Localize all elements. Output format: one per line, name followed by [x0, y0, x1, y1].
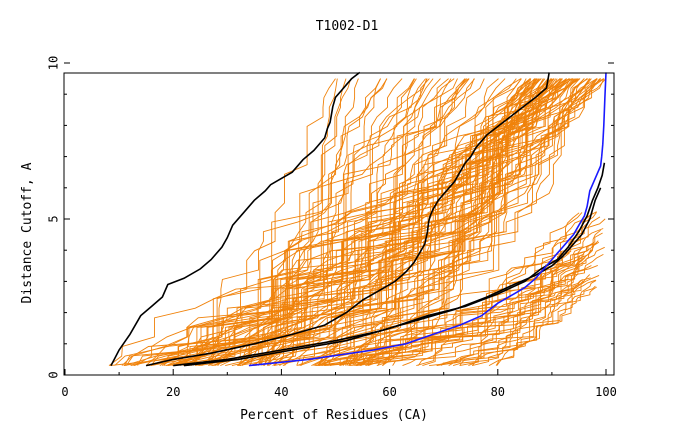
- model-curve: [459, 256, 581, 367]
- model-curve: [348, 218, 606, 366]
- model-curve: [150, 78, 426, 367]
- model-curve: [392, 232, 603, 366]
- model-blue-line: [248, 72, 607, 367]
- model-curve: [402, 274, 600, 367]
- model-curve: [359, 253, 585, 366]
- model-curve: [268, 78, 347, 366]
- model-curve: [441, 285, 596, 366]
- model-curve: [348, 78, 590, 366]
- model-curve: [323, 264, 598, 367]
- model-curve: [237, 78, 567, 366]
- model-curve: [346, 78, 585, 366]
- model-curve: [436, 256, 586, 367]
- y-tick-label: 10: [47, 56, 61, 70]
- model-curve: [165, 78, 415, 367]
- model-curve: [125, 78, 555, 366]
- model-curve: [342, 78, 598, 366]
- model-curve: [214, 78, 537, 366]
- y-tick-labels: 0 5 10: [47, 56, 61, 379]
- model-curve: [299, 78, 563, 367]
- model-curve: [162, 78, 403, 366]
- model-black-1-line: [110, 71, 361, 366]
- model-curve: [284, 78, 428, 366]
- model-curve: [365, 246, 605, 367]
- x-tick-label: 20: [166, 385, 180, 399]
- model-curve: [488, 218, 590, 366]
- model-curve: [173, 78, 573, 367]
- x-axis-label: Percent of Residues (CA): [240, 408, 428, 423]
- y-axis-label: Distance Cutoff, A: [20, 162, 35, 303]
- x-tick-label: 40: [274, 385, 288, 399]
- model-black-3-line: [173, 187, 602, 367]
- model-curve: [472, 240, 599, 367]
- model-curve: [212, 78, 430, 367]
- model-curve: [159, 78, 336, 366]
- plot-frame: [63, 72, 615, 376]
- model-curve: [353, 78, 576, 366]
- model-curve: [311, 78, 558, 367]
- x-tick-labels: 0 20 40 60 80 100: [61, 385, 616, 399]
- model-curve: [349, 279, 596, 367]
- model-curve: [321, 78, 590, 366]
- model-curve: [496, 249, 592, 366]
- model-curve: [359, 78, 562, 366]
- model-curve: [150, 78, 434, 366]
- chart-title: T1002-D1: [316, 19, 379, 34]
- model-black-2-line: [145, 72, 550, 367]
- model-curve: [183, 78, 542, 367]
- x-tick-label: 100: [595, 385, 617, 399]
- y-tick-label: 0: [47, 371, 61, 378]
- model-curve: [376, 254, 604, 367]
- model-curve: [124, 78, 604, 366]
- x-tick-label: 80: [491, 385, 505, 399]
- x-tick-label: 0: [61, 385, 68, 399]
- model-curve: [165, 78, 574, 367]
- model-curve: [471, 278, 583, 366]
- model-curve: [448, 212, 597, 366]
- model-curve: [422, 241, 600, 367]
- model-black-4-line: [183, 162, 606, 367]
- model-curve: [211, 78, 598, 367]
- y-tick-label: 5: [47, 215, 61, 222]
- model-curve: [192, 78, 466, 366]
- model-curve: [316, 242, 597, 367]
- model-curve: [163, 78, 381, 366]
- model-curve: [173, 78, 522, 367]
- model-curve: [297, 78, 588, 367]
- model-curve: [163, 78, 428, 366]
- model-curve: [231, 78, 607, 367]
- model-curve: [377, 211, 597, 366]
- model-curve: [201, 78, 579, 366]
- model-curve: [130, 78, 555, 367]
- axis-ticks: [64, 62, 614, 376]
- model-curve: [189, 78, 388, 366]
- highlighted-model-lines: [110, 71, 607, 367]
- background-model-lines: [108, 78, 607, 367]
- x-tick-label: 60: [382, 385, 396, 399]
- model-curve: [355, 212, 593, 367]
- model-curve: [262, 78, 553, 366]
